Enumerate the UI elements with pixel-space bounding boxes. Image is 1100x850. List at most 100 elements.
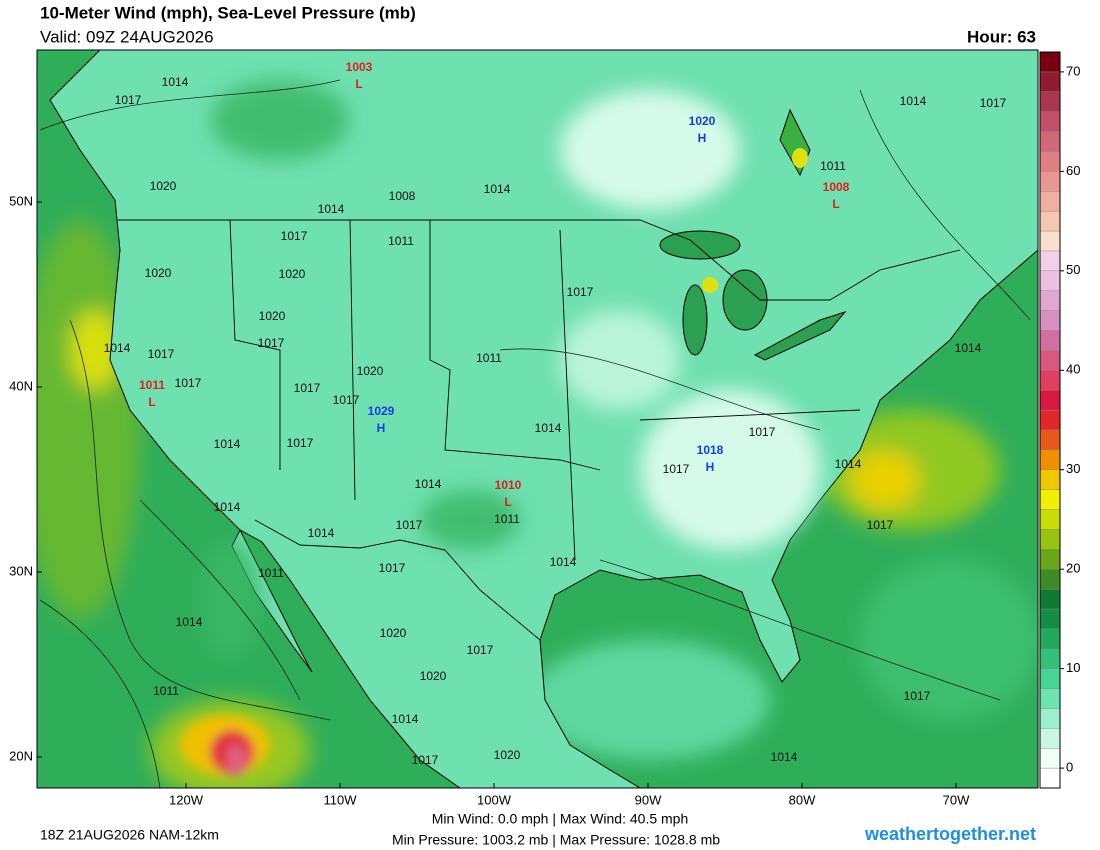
isobar-label: 1014 [771,750,798,764]
colorbar-bin [1039,588,1061,610]
lon-label: 110W [324,792,358,807]
isobar-label: 1017 [115,93,142,107]
pressure-range: Min Pressure: 1003.2 mb | Max Pressure: … [392,832,720,848]
colorbar-label: 30 [1066,461,1080,476]
isobar-label: 1014 [308,526,335,540]
isobar-label: 1014 [214,437,241,451]
isobar-label: 1017 [467,643,494,657]
colorbar-bin [1039,51,1061,73]
lat-label: 20N [9,748,33,763]
center-pressure: 1029 [368,404,395,418]
center-pressure: 1010 [495,478,522,492]
colorbar-bin [1039,290,1061,311]
north-america [49,50,1038,788]
isobar-label: 1020 [259,309,286,323]
hurricane-core [180,715,270,776]
center-pressure: 1008 [823,180,850,194]
map-frame [36,49,1039,789]
isobar-label: 1014 [550,555,577,569]
colorbar-bin [1039,330,1061,351]
colorbar-bin [1039,389,1061,411]
isobar-label: 1011 [258,566,284,580]
colorbar-bin [1039,250,1061,272]
isobar-label: 1014 [104,341,131,355]
isobar-label: 1017 [749,425,776,439]
isobar-label: 1014 [955,341,982,355]
isobar-label: 1020 [145,266,172,280]
isobar-label: 1014 [214,500,241,514]
lon-label: 80W [789,792,816,807]
isobar-label: 1011 [820,159,846,173]
isobar-label: 1017 [412,753,439,767]
isobar-label: 1017 [396,518,423,532]
isobar-label: 1017 [904,689,931,703]
center-symbol: L [355,77,362,91]
colorbar-bin [1039,648,1061,669]
isobar-label: 1017 [148,347,175,361]
isobar-label: 1017 [867,518,894,532]
colorbar-label: 40 [1066,362,1080,377]
colorbar-bin [1039,708,1061,729]
isobar-label: 1020 [380,626,407,640]
colorbar-label: 0 [1066,760,1073,775]
center-symbol: H [706,460,715,474]
center-pressure: 1018 [697,443,724,457]
isobars [39,79,1031,788]
isobar-label: 1014 [392,712,419,726]
center-symbol: L [504,495,511,509]
colorbar-bin [1039,370,1061,391]
colorbar-bin [1039,91,1061,112]
colorbar-bin [1039,469,1061,490]
colorbar-bin [1039,549,1061,570]
colorbar-bin [1039,429,1061,451]
colorbar-label: 70 [1066,63,1080,78]
colorbar-bin [1039,191,1061,212]
isobar-label: 1017 [294,381,321,395]
title: 10-Meter Wind (mph), Sea-Level Pressure … [40,3,416,22]
colorbar-bin [1039,111,1061,132]
center-symbol: H [377,421,386,435]
colorbar-bin [1039,151,1061,172]
isobar-label: 1017 [980,96,1007,110]
colorbar-label: 60 [1066,163,1080,178]
colorbar-label: 20 [1066,561,1080,576]
isobar-label: 1011 [388,234,414,248]
colorbar-bin [1039,668,1061,689]
colorbar-label: 50 [1066,262,1080,277]
isobar-label: 1017 [663,462,690,476]
isobar-label: 1011 [494,512,520,526]
isobar-label: 1020 [279,267,306,281]
lon-label: 70W [943,792,970,807]
isobar-label: 1014 [176,615,203,629]
isobar-label: 1014 [318,202,345,216]
wind-shading [37,220,1038,788]
isobar-label: 1017 [258,336,285,350]
isobar-label: 1020 [494,748,521,762]
colorbar-bin [1039,310,1061,331]
great-lakes [659,108,847,361]
isobar-label: 1017 [567,285,594,299]
wind-range: Min Wind: 0.0 mph | Max Wind: 40.5 mph [432,811,689,827]
colorbar-label: 10 [1066,660,1080,675]
isobar-label: 1014 [162,75,189,89]
isobar-label: 1017 [175,376,202,390]
colorbar-frame [1039,51,1061,789]
isobar-label: 1017 [281,229,308,243]
colorbar-bin [1039,230,1061,252]
brand: weathertogether.net [864,824,1036,844]
colorbar-bin [1039,509,1061,530]
valid-time: Valid: 09Z 24AUG2026 [40,27,214,46]
isobar-label: 1014 [535,421,562,435]
colorbar-bin [1039,728,1061,749]
isobar-label: 1017 [287,436,314,450]
model-run: 18Z 21AUG2026 NAM-12km [40,827,219,843]
isobar-label: 1011 [476,351,502,365]
colorbar-bin [1039,628,1061,649]
colorbar-bin [1039,71,1061,92]
isobar-label: 1014 [415,477,442,491]
isobar-label: 1020 [357,364,384,378]
map-field [37,50,1038,788]
colorbar-bin [1039,409,1061,431]
